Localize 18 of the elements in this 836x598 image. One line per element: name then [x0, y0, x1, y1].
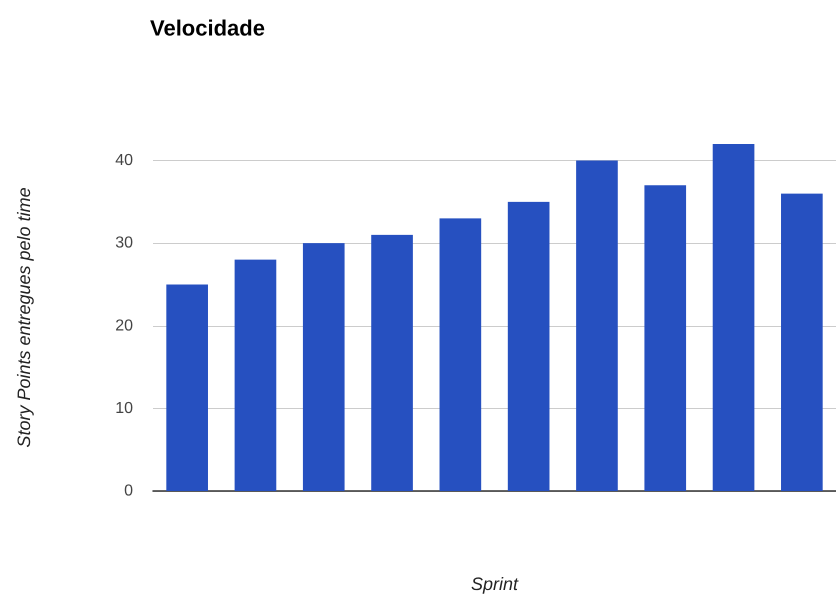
bar: [644, 185, 686, 491]
x-axis-title: Sprint: [470, 574, 520, 594]
y-tick-label: 40: [115, 152, 134, 170]
bar: [234, 260, 276, 491]
chart-title: Velocidade: [150, 16, 265, 40]
y-axis-title: Story Points entregues pelo time: [14, 187, 34, 448]
bar: [440, 218, 482, 491]
bar: [371, 234, 413, 491]
bar: [712, 144, 754, 491]
bar: [508, 202, 550, 491]
bar: [166, 284, 208, 491]
y-tick-label: 20: [115, 317, 134, 334]
y-tick-label: 0: [124, 482, 134, 500]
y-tick-label: 10: [115, 400, 134, 417]
bar: [781, 194, 823, 491]
bar: [576, 160, 618, 491]
bar: [302, 243, 345, 491]
y-tick-label: 30: [115, 234, 134, 252]
